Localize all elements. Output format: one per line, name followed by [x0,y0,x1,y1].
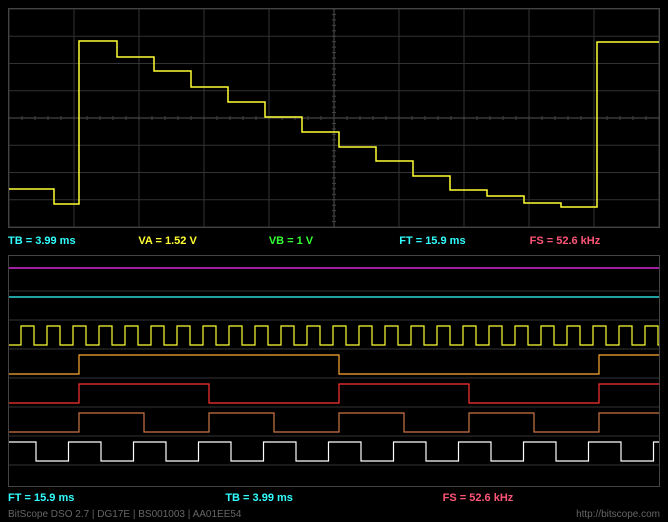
scope-va: VA = 1.52 V [138,235,268,247]
footer-left: BitScope DSO 2.7 | DG17E | BS001003 | AA… [8,509,242,520]
logic-panel [8,255,660,487]
scope-status-bar: TB = 3.99 ms VA = 1.52 V VB = 1 V FT = 1… [8,232,660,250]
logic-waveforms [9,256,659,486]
logic-tb: TB = 3.99 ms [225,492,442,504]
scope-fs: FS = 52.6 kHz [530,235,660,247]
footer: BitScope DSO 2.7 | DG17E | BS001003 | AA… [8,509,660,520]
logic-ft: FT = 15.9 ms [8,492,225,504]
scope-tb: TB = 3.99 ms [8,235,138,247]
logic-status-bar: FT = 15.9 ms TB = 3.99 ms FS = 52.6 kHz [8,491,660,505]
scope-vb: VB = 1 V [269,235,399,247]
scope-ft: FT = 15.9 ms [399,235,529,247]
scope-panel [8,8,660,228]
footer-right: http://bitscope.com [576,509,660,520]
logic-fs: FS = 52.6 kHz [443,492,660,504]
scope-waveform [9,9,659,227]
